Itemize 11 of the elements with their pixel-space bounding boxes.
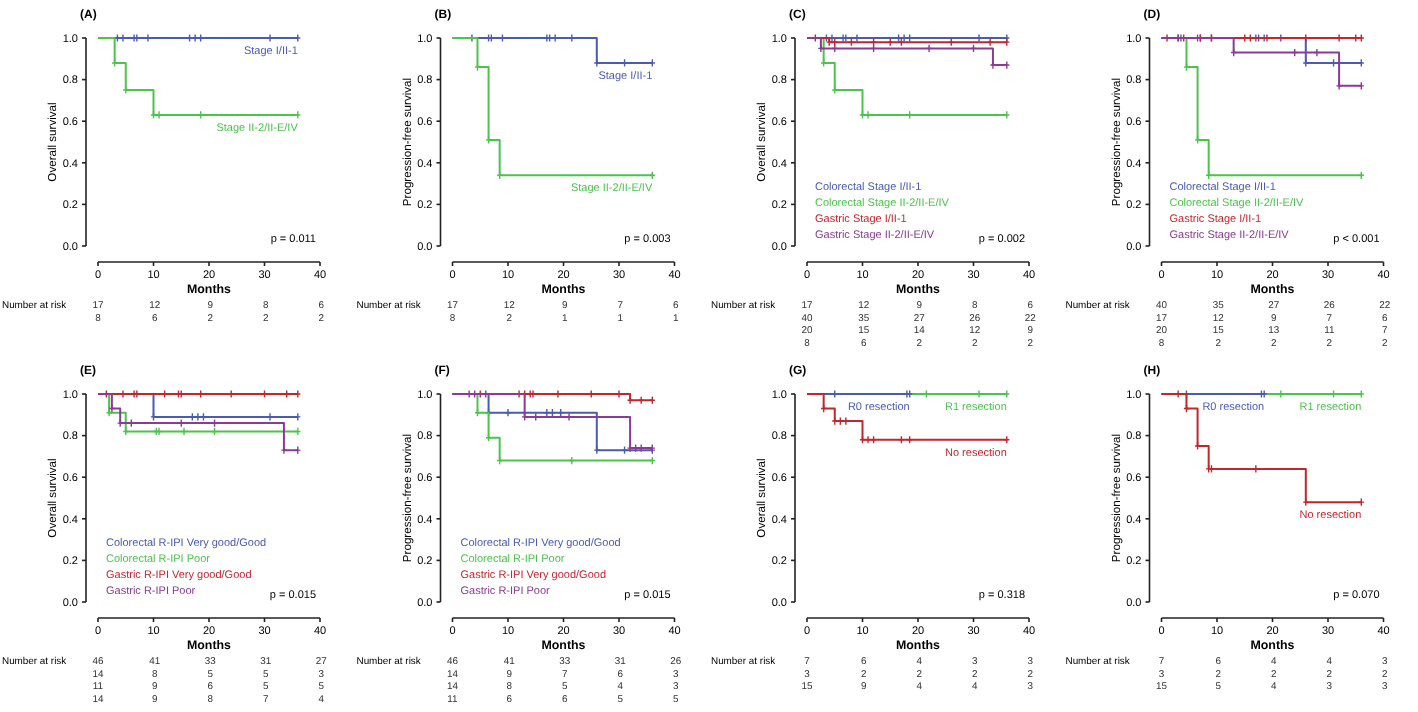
point <box>568 456 576 465</box>
point <box>504 408 512 418</box>
point <box>817 44 825 53</box>
point <box>1302 497 1310 507</box>
point <box>925 44 933 53</box>
point <box>180 427 188 436</box>
point <box>864 435 872 445</box>
point <box>1313 48 1321 57</box>
point <box>1335 81 1343 91</box>
point <box>105 408 113 418</box>
point <box>986 37 994 47</box>
